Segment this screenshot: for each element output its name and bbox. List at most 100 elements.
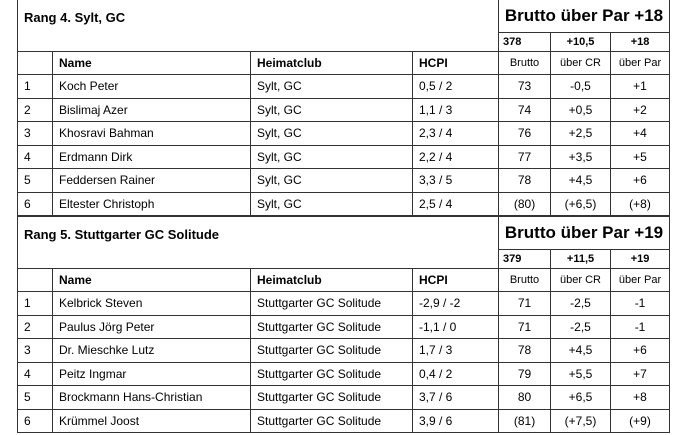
table-row: 5 Brockmann Hans-Christian Stuttgarter G… — [17, 385, 671, 410]
player-name: Brockmann Hans-Christian — [52, 385, 251, 410]
over-par: +1 — [610, 74, 671, 99]
hcpi: 2,2 / 4 — [411, 144, 500, 169]
position: 3 — [17, 338, 53, 363]
team-section: Rang 5. Stuttgarter GC Solitude Brutto ü… — [16, 216, 671, 433]
position: 6 — [17, 191, 53, 216]
over-cr: (+7,5) — [550, 408, 612, 433]
home-club: Sylt, GC — [250, 97, 413, 122]
brutto: 78 — [498, 338, 552, 363]
col-hcpi: HCPI — [411, 268, 500, 292]
position: 1 — [17, 291, 53, 316]
hcpi: 1,7 / 3 — [411, 338, 500, 363]
brutto: 80 — [498, 385, 552, 410]
brutto: (80) — [498, 191, 552, 216]
total-cr: +10,5 — [550, 32, 612, 52]
over-cr: -2,5 — [550, 314, 612, 339]
hcpi: 2,3 / 4 — [411, 121, 500, 146]
player-name: Feddersen Rainer — [52, 168, 251, 193]
player-name: Bislimaj Azer — [52, 97, 251, 122]
table-row: 1 Koch Peter Sylt, GC 0,5 / 2 73 -0,5 +1 — [17, 74, 671, 99]
col-par: über Par — [610, 51, 671, 75]
position: 1 — [17, 74, 53, 99]
home-club: Stuttgarter GC Solitude — [250, 361, 413, 386]
team-summary: Brutto über Par +19 — [498, 216, 671, 250]
hcpi: 0,5 / 2 — [411, 74, 500, 99]
hcpi: 3,9 / 6 — [411, 408, 500, 433]
table-row: 2 Paulus Jörg Peter Stuttgarter GC Solit… — [17, 314, 671, 339]
home-club: Sylt, GC — [250, 144, 413, 169]
player-name: Paulus Jörg Peter — [52, 314, 251, 339]
col-par: über Par — [610, 268, 671, 292]
table-row: 2 Bislimaj Azer Sylt, GC 1,1 / 3 74 +0,5… — [17, 97, 671, 122]
player-name: Dr. Mieschke Lutz — [52, 338, 251, 363]
over-par: +6 — [610, 338, 671, 363]
player-name: Khosravi Bahman — [52, 121, 251, 146]
player-name: Peitz Ingmar — [52, 361, 251, 386]
table-row: 6 Krümmel Joost Stuttgarter GC Solitude … — [17, 408, 671, 433]
col-cr: über CR — [550, 51, 612, 75]
col-club: Heimatclub — [250, 51, 413, 75]
over-cr: +4,5 — [550, 168, 612, 193]
home-club: Sylt, GC — [250, 74, 413, 99]
over-cr: (+6,5) — [550, 191, 612, 216]
total-brutto: 378 — [498, 32, 552, 52]
home-club: Stuttgarter GC Solitude — [250, 408, 413, 433]
position: 4 — [17, 361, 53, 386]
player-name: Eltester Christoph — [52, 191, 251, 216]
over-par: +5 — [610, 144, 671, 169]
hcpi: 0,4 / 2 — [411, 361, 500, 386]
over-par: +8 — [610, 385, 671, 410]
brutto: 74 — [498, 97, 552, 122]
player-name: Kelbrick Steven — [52, 291, 251, 316]
position: 3 — [17, 121, 53, 146]
total-par: +18 — [610, 32, 671, 52]
team-section: Rang 4. Sylt, GC Brutto über Par +18 378… — [16, 0, 671, 216]
position: 2 — [17, 314, 53, 339]
over-par: +2 — [610, 97, 671, 122]
player-name: Erdmann Dirk — [52, 144, 251, 169]
hcpi: 2,5 / 4 — [411, 191, 500, 216]
over-cr: +5,5 — [550, 361, 612, 386]
total-cr: +11,5 — [550, 249, 612, 269]
team-title: Rang 4. Sylt, GC — [16, 0, 500, 52]
over-par: +7 — [610, 361, 671, 386]
col-brutto: Brutto — [498, 51, 552, 75]
header-row: Name Heimatclub HCPI Brutto über CR über… — [17, 268, 671, 292]
over-par: +4 — [610, 121, 671, 146]
brutto: (81) — [498, 408, 552, 433]
table-row: 3 Khosravi Bahman Sylt, GC 2,3 / 4 76 +2… — [17, 121, 671, 146]
table-row: 1 Kelbrick Steven Stuttgarter GC Solitud… — [17, 291, 671, 316]
over-par: -1 — [610, 314, 671, 339]
over-cr: +2,5 — [550, 121, 612, 146]
hcpi: 1,1 / 3 — [411, 97, 500, 122]
team-summary: Brutto über Par +18 — [498, 0, 671, 33]
over-cr: +6,5 — [550, 385, 612, 410]
total-brutto: 379 — [498, 249, 552, 269]
table-row: 4 Peitz Ingmar Stuttgarter GC Solitude 0… — [17, 361, 671, 386]
home-club: Sylt, GC — [250, 168, 413, 193]
over-par: (+8) — [610, 191, 671, 216]
brutto: 73 — [498, 74, 552, 99]
over-cr: +3,5 — [550, 144, 612, 169]
team-title: Rang 5. Stuttgarter GC Solitude — [16, 216, 500, 269]
over-par: -1 — [610, 291, 671, 316]
position: 5 — [17, 168, 53, 193]
hcpi: -2,9 / -2 — [411, 291, 500, 316]
over-cr: -0,5 — [550, 74, 612, 99]
col-cr: über CR — [550, 268, 612, 292]
position: 4 — [17, 144, 53, 169]
home-club: Sylt, GC — [250, 191, 413, 216]
col-name: Name — [52, 51, 251, 75]
player-name: Koch Peter — [52, 74, 251, 99]
home-club: Stuttgarter GC Solitude — [250, 314, 413, 339]
brutto: 76 — [498, 121, 552, 146]
brutto: 71 — [498, 314, 552, 339]
hcpi: 3,3 / 5 — [411, 168, 500, 193]
position: 5 — [17, 385, 53, 410]
over-par: +6 — [610, 168, 671, 193]
col-brutto: Brutto — [498, 268, 552, 292]
table-row: 5 Feddersen Rainer Sylt, GC 3,3 / 5 78 +… — [17, 168, 671, 193]
col-hcpi: HCPI — [411, 51, 500, 75]
home-club: Stuttgarter GC Solitude — [250, 338, 413, 363]
over-par: (+9) — [610, 408, 671, 433]
